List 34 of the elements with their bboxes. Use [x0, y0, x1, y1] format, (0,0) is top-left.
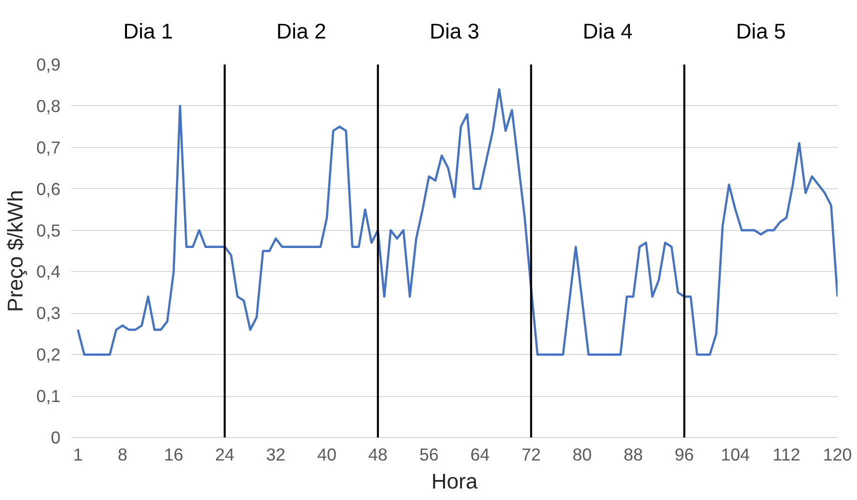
- y-tick-label: 0,9: [36, 54, 61, 74]
- x-tick-label: 1: [73, 444, 83, 464]
- y-tick-label: 0: [50, 428, 61, 448]
- text: Dia 2: [276, 19, 326, 44]
- x-tick-label: 32: [266, 444, 286, 464]
- y-tick-label: 0,8: [36, 96, 61, 116]
- x-tick-label: 72: [521, 444, 541, 464]
- y-tick-label: 0,5: [36, 220, 61, 240]
- x-tick-label: 80: [572, 444, 592, 464]
- x-tick-label: 48: [368, 444, 388, 464]
- y-axis-title: Preço $/kWh: [3, 190, 28, 312]
- y-tick-label: 0,1: [36, 386, 61, 406]
- text: Dia 4: [582, 19, 633, 44]
- x-tick-label: 112: [772, 444, 800, 464]
- x-tick-label: 40: [317, 444, 336, 464]
- x-tick-label: 64: [470, 444, 490, 464]
- x-tick-label: 24: [215, 444, 235, 464]
- y-tick-label: 0,2: [36, 344, 61, 365]
- x-tick-label: 96: [674, 444, 694, 464]
- x-tick-label: 16: [164, 444, 184, 464]
- x-tick-label: 88: [624, 444, 643, 464]
- x-tick-label: 8: [118, 444, 128, 464]
- x-axis-title: Hora: [431, 470, 478, 494]
- y-tick-label: 0,7: [36, 137, 61, 158]
- y-tick-label: 0,6: [36, 178, 61, 199]
- y-tick-label: 0,4: [36, 262, 61, 282]
- text: Dia 3: [430, 19, 480, 44]
- x-tick-label: 104: [720, 444, 750, 464]
- text: Dia 5: [736, 19, 786, 44]
- x-tick-label: 120: [823, 444, 852, 464]
- text: Dia 1: [123, 19, 173, 44]
- x-tick-label: 56: [419, 444, 439, 464]
- y-tick-label: 0,3: [36, 303, 61, 324]
- line-series: [76, 88, 838, 356]
